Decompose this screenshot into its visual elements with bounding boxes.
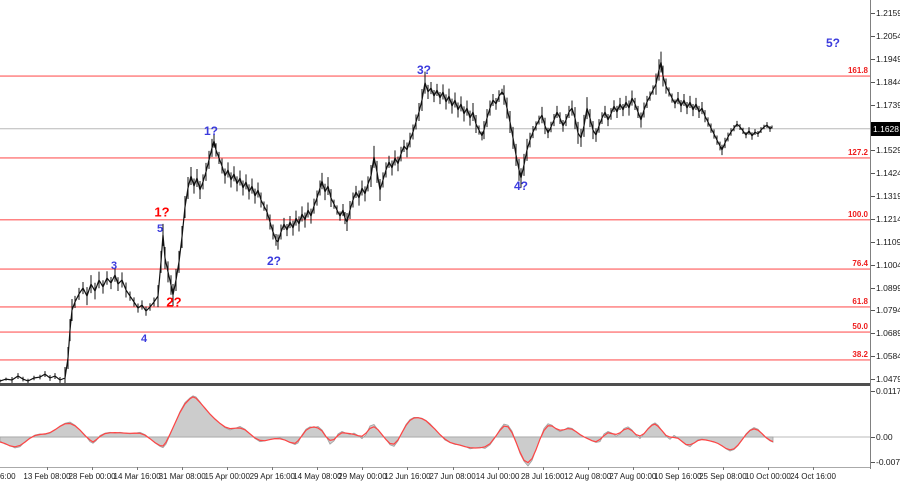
date-label: 10 Sep 16:00 bbox=[654, 472, 702, 481]
price-axis-label: 1.1004 bbox=[876, 259, 900, 270]
date-label: 29 Apr 16:00 bbox=[249, 472, 295, 481]
axis-tick bbox=[871, 81, 875, 83]
price-axis-label: 1.0899 bbox=[876, 282, 900, 293]
fib-level-label: 38.2 bbox=[852, 349, 868, 359]
date-tick bbox=[47, 467, 48, 470]
price-axis-label: 1.2054 bbox=[876, 30, 900, 41]
date-label: 25 Sep 08:00 bbox=[699, 472, 747, 481]
oscillator-area bbox=[0, 395, 774, 467]
date-label: 31 Mar 08:00 bbox=[158, 472, 206, 481]
date-label: 12 Aug 08:00 bbox=[564, 472, 612, 481]
date-tick bbox=[677, 467, 679, 470]
date-label: 28 Feb 00:00 bbox=[68, 472, 116, 481]
fib-level-label: 50.0 bbox=[852, 322, 868, 332]
date-label: 28 Jul 16:00 bbox=[520, 472, 565, 481]
fib-level-label: 100.0 bbox=[847, 209, 868, 219]
axis-tick bbox=[871, 218, 875, 220]
axis-tick bbox=[871, 287, 875, 289]
date-label: 24 Oct 16:00 bbox=[790, 472, 836, 481]
date-label: 15 Apr 00:00 bbox=[204, 472, 250, 481]
oscillator-canvas[interactable] bbox=[0, 386, 870, 467]
axis-tick bbox=[871, 264, 875, 266]
axis-tick bbox=[871, 173, 875, 175]
axis-tick bbox=[871, 13, 875, 15]
fib-level-label: 61.8 bbox=[852, 296, 868, 306]
date-label: 12 Jun 16:00 bbox=[384, 472, 431, 481]
axis-tick bbox=[871, 379, 875, 381]
price-axis-label: 1.2159 bbox=[876, 8, 900, 19]
axis-tick bbox=[871, 150, 875, 152]
oscillator-panel[interactable] bbox=[0, 386, 870, 467]
axis-tick bbox=[871, 437, 875, 438]
price-axis-label: 1.1844 bbox=[876, 76, 900, 87]
axis-tick bbox=[871, 356, 875, 358]
axis-tick bbox=[871, 310, 875, 312]
axis-tick bbox=[871, 390, 875, 392]
date-tick bbox=[587, 467, 589, 470]
axis-tick bbox=[871, 58, 875, 60]
date-tick bbox=[227, 467, 229, 470]
date-tick bbox=[137, 467, 139, 470]
price-bars bbox=[0, 51, 773, 383]
price-axis-label: 1.1949 bbox=[876, 53, 900, 64]
fib-level-label: 76.4 bbox=[852, 259, 868, 269]
date-axis: 6:00 13 Feb 08:00 28 Feb 00:00 14 Mar 16:00… bbox=[0, 467, 900, 485]
date-tick bbox=[362, 467, 364, 470]
date-tick bbox=[272, 467, 274, 470]
price-axis-label: 1.1529 bbox=[876, 145, 900, 156]
price-axis-label: 1.1214 bbox=[876, 213, 900, 224]
axis-tick bbox=[871, 333, 875, 335]
date-label: 13 Feb 08:00 bbox=[23, 472, 71, 481]
price-axis-label: 1.0584 bbox=[876, 351, 900, 362]
current-price-badge: 1.1628 bbox=[871, 121, 900, 136]
price-polyline bbox=[0, 61, 773, 382]
price-axis-label: 1.1319 bbox=[876, 191, 900, 202]
axis-tick bbox=[871, 196, 875, 198]
date-tick bbox=[92, 467, 94, 470]
date-label-partial: 6:00 bbox=[0, 472, 16, 481]
price-axis-label: 1.0689 bbox=[876, 328, 900, 339]
oscillator-max-label: 0.01174 bbox=[876, 385, 900, 396]
oscillator-min-label: -0.00759 bbox=[876, 457, 900, 467]
date-label: 29 May 00:00 bbox=[338, 472, 387, 481]
oscillator-signal-line bbox=[0, 396, 774, 464]
axis-tick bbox=[871, 35, 875, 37]
price-axis-label: 1.0479 bbox=[876, 374, 900, 385]
oscillator-bottom-border bbox=[0, 467, 870, 468]
price-axis-label: 1.1424 bbox=[876, 168, 900, 179]
date-tick bbox=[407, 467, 409, 470]
price-chart-panel[interactable]: 3 4 5 1? 2? 3? 4? 5? 1? 2? bbox=[0, 0, 870, 383]
price-axis-label: 1.0794 bbox=[876, 305, 900, 316]
date-label: 10 Oct 00:00 bbox=[745, 472, 791, 481]
axis-tick bbox=[871, 462, 875, 463]
date-label: 14 Jul 00:00 bbox=[475, 472, 520, 481]
price-axis: 1.1628 1.2159 1.2054 1.1949 1.1844 1.1739 1.1… bbox=[870, 0, 900, 469]
price-chart-canvas[interactable] bbox=[0, 0, 870, 383]
date-tick bbox=[317, 467, 319, 470]
date-label: 27 Aug 00:00 bbox=[609, 472, 657, 481]
fib-level-label: 161.8 bbox=[847, 66, 868, 76]
fib-level-label: 127.2 bbox=[847, 147, 868, 157]
date-tick bbox=[182, 467, 184, 470]
date-label: 27 Jun 08:00 bbox=[429, 472, 476, 481]
date-label: 14 May 08:00 bbox=[293, 472, 342, 481]
date-tick bbox=[722, 467, 724, 470]
date-tick bbox=[497, 467, 499, 470]
axis-tick bbox=[871, 104, 875, 106]
oscillator-zero-label: 0.00 bbox=[876, 432, 893, 442]
date-tick bbox=[767, 467, 769, 470]
price-axis-label: 1.1109 bbox=[876, 236, 900, 247]
date-tick bbox=[813, 467, 815, 470]
price-axis-label: 1.1739 bbox=[876, 99, 900, 110]
date-label: 14 Mar 16:00 bbox=[113, 472, 161, 481]
axis-tick bbox=[871, 241, 875, 243]
date-tick bbox=[452, 467, 454, 470]
date-tick bbox=[542, 467, 544, 470]
date-tick bbox=[632, 467, 634, 470]
panel-separator bbox=[0, 383, 870, 386]
